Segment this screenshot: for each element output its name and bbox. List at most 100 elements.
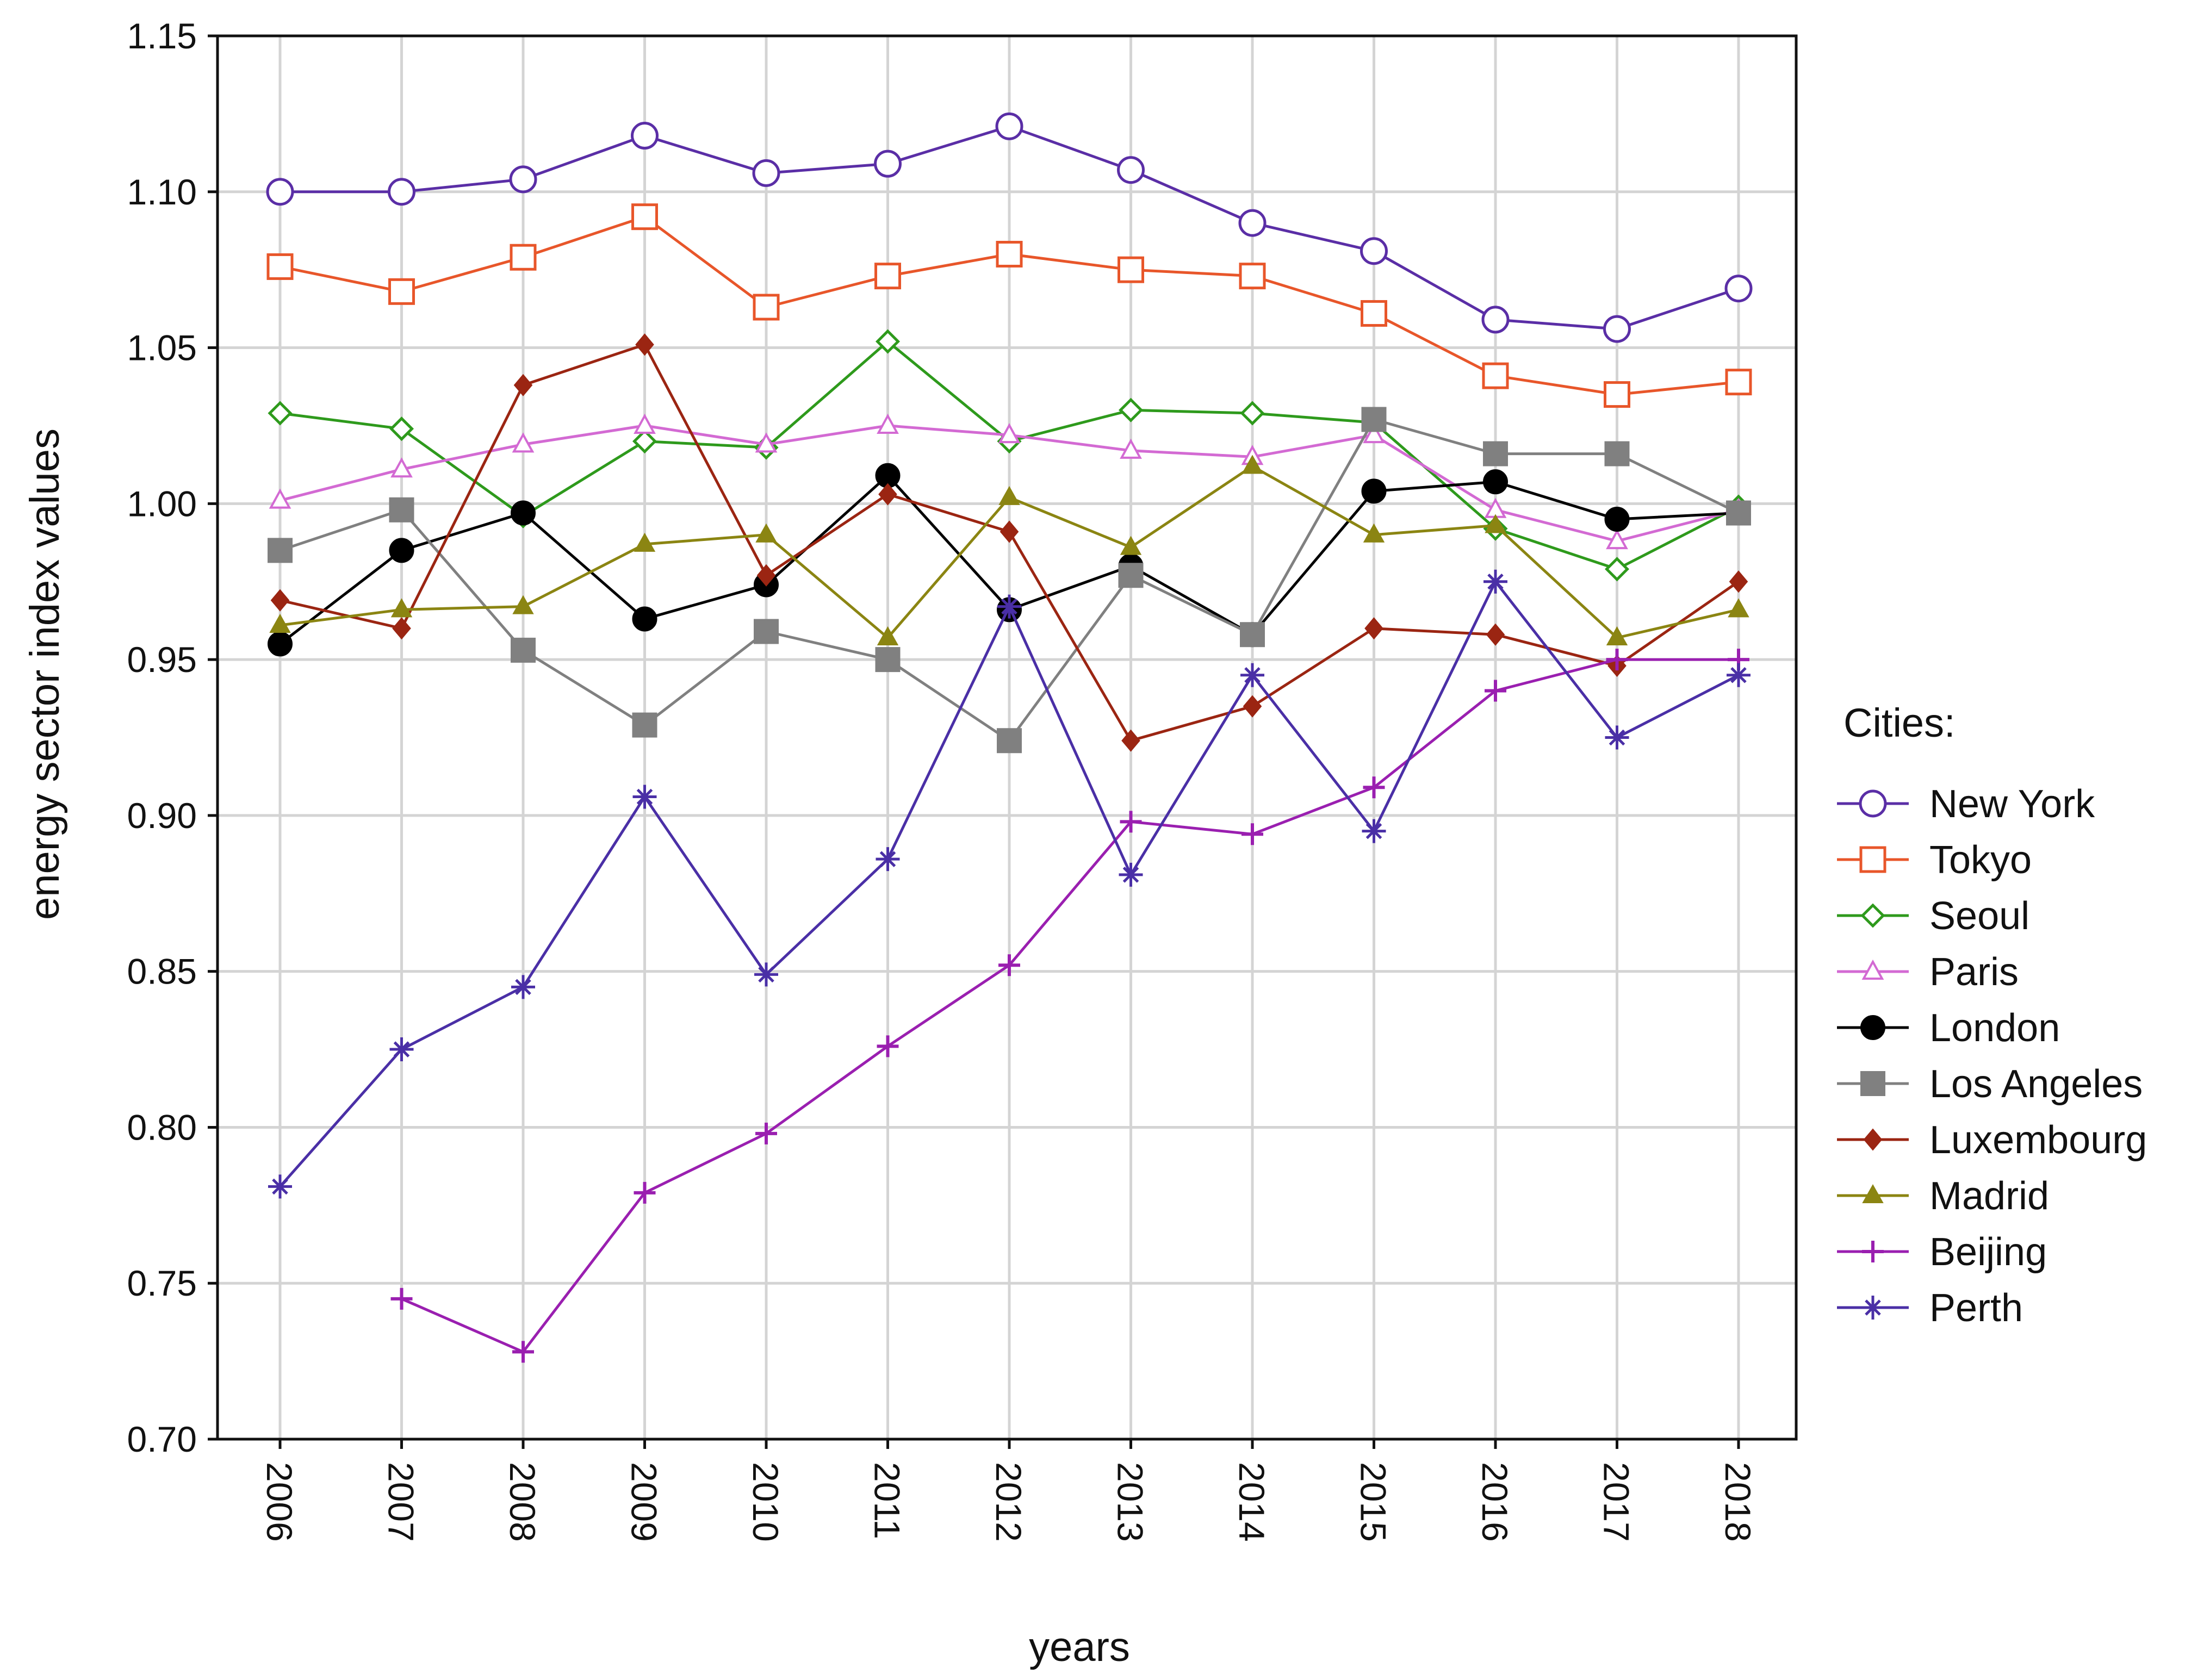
legend-label: Seoul xyxy=(1929,894,2029,938)
data-point-madrid xyxy=(1728,598,1749,618)
series-new-york xyxy=(266,112,1753,343)
data-point-los-angeles xyxy=(997,728,1022,754)
x-axis-title: years xyxy=(1029,1624,1130,1670)
data-point-new-york xyxy=(1724,275,1753,303)
legend-item-seoul: Seoul xyxy=(1837,894,2029,938)
series-tokyo xyxy=(266,203,1752,408)
legend-marker-beijing xyxy=(1862,1241,1884,1262)
data-point-tokyo xyxy=(1482,362,1509,389)
data-point-perth xyxy=(1605,725,1629,750)
legend-item-perth: Perth xyxy=(1837,1286,2023,1330)
y-tick-label: 0.70 xyxy=(127,1419,197,1459)
data-point-tokyo xyxy=(996,240,1023,267)
data-point-new-york xyxy=(752,159,780,187)
legend-marker-tokyo xyxy=(1859,846,1886,873)
data-point-seoul xyxy=(389,416,414,441)
data-point-paris xyxy=(998,422,1021,444)
data-point-madrid xyxy=(755,523,777,543)
data-point-paris xyxy=(512,432,535,453)
data-point-tokyo xyxy=(1361,300,1387,327)
legend-label: Los Angeles xyxy=(1929,1062,2143,1106)
data-point-los-angeles xyxy=(875,647,901,673)
data-point-perth xyxy=(268,1174,292,1199)
data-point-new-york xyxy=(1117,156,1145,184)
data-point-paris xyxy=(755,432,778,453)
legend-marker-perth xyxy=(1861,1296,1885,1320)
y-axis: 0.70 0.75 0.80 0.85 0.90 0.95 1.00 1.05 1.10 1.15 xyxy=(127,16,218,1459)
data-point-los-angeles xyxy=(389,497,414,522)
data-point-los-angeles xyxy=(1118,563,1144,588)
data-point-new-york xyxy=(1360,237,1388,265)
data-point-london xyxy=(1361,478,1387,504)
legend-item-beijing: Beijing xyxy=(1837,1230,2047,1274)
x-tick-label: 2017 xyxy=(1597,1462,1637,1542)
data-point-madrid xyxy=(1485,514,1506,533)
data-point-madrid xyxy=(998,486,1020,505)
legend-title: Cities: xyxy=(1843,700,1956,745)
data-point-perth xyxy=(511,975,535,999)
legend-label: Madrid xyxy=(1929,1174,2049,1218)
data-point-perth xyxy=(876,847,900,872)
x-tick-label: 2018 xyxy=(1718,1462,1758,1542)
data-point-beijing xyxy=(512,1341,534,1363)
series-group xyxy=(266,112,1753,1363)
series-madrid xyxy=(269,455,1749,645)
series-perth xyxy=(268,569,1751,1199)
legend-label: Beijing xyxy=(1929,1230,2047,1274)
x-tick-label: 2009 xyxy=(624,1462,665,1542)
data-point-london xyxy=(632,606,657,632)
data-point-luxembourg xyxy=(1364,617,1383,640)
legend-item-tokyo: Tokyo xyxy=(1837,838,2032,882)
data-point-los-angeles xyxy=(511,637,536,663)
legend-marker-madrid xyxy=(1862,1184,1884,1203)
data-point-beijing xyxy=(634,1181,656,1204)
data-point-paris xyxy=(269,488,291,509)
data-point-new-york xyxy=(1481,306,1510,334)
data-point-perth xyxy=(632,785,657,809)
data-point-los-angeles xyxy=(1361,407,1387,432)
legend-label: Tokyo xyxy=(1929,838,2032,882)
data-point-new-york xyxy=(995,112,1023,140)
data-point-luxembourg xyxy=(513,374,533,396)
data-point-beijing xyxy=(877,1035,899,1057)
data-point-perth xyxy=(1240,663,1264,687)
data-point-luxembourg xyxy=(635,333,654,356)
legend-marker-paris xyxy=(1861,959,1884,980)
y-axis-title: energy sector index values xyxy=(22,428,68,920)
data-point-luxembourg xyxy=(1000,520,1019,543)
data-point-paris xyxy=(390,457,413,478)
data-point-tokyo xyxy=(510,244,537,271)
data-point-luxembourg xyxy=(878,483,897,506)
x-tick-label: 2015 xyxy=(1354,1462,1394,1542)
data-point-seoul xyxy=(632,429,657,454)
data-point-tokyo xyxy=(1118,256,1144,283)
data-point-los-angeles xyxy=(1240,622,1265,648)
legend-marker-los-angeles xyxy=(1860,1071,1885,1096)
data-point-london xyxy=(268,631,293,657)
x-tick-label: 2006 xyxy=(259,1462,300,1542)
x-tick-label: 2014 xyxy=(1232,1462,1272,1542)
y-tick-label: 0.95 xyxy=(127,639,197,680)
data-point-beijing xyxy=(998,954,1020,976)
data-point-beijing xyxy=(1120,811,1142,833)
data-point-beijing xyxy=(755,1122,777,1144)
series-los-angeles xyxy=(268,407,1751,754)
data-point-tokyo xyxy=(1239,263,1266,290)
data-point-madrid xyxy=(877,626,899,645)
legend-label: New York xyxy=(1929,782,2095,826)
data-point-luxembourg xyxy=(392,617,411,640)
legend-marker-london xyxy=(1860,1015,1885,1040)
data-point-tokyo xyxy=(753,294,780,321)
data-point-beijing xyxy=(1363,776,1385,799)
data-point-tokyo xyxy=(388,278,415,305)
x-tick-label: 2013 xyxy=(1110,1462,1151,1542)
data-point-madrid xyxy=(634,532,656,552)
legend-item-london: London xyxy=(1837,1006,2060,1050)
legend-marker-new-york xyxy=(1859,789,1887,818)
series-beijing xyxy=(390,649,1749,1363)
data-point-madrid xyxy=(1606,626,1628,645)
data-point-perth xyxy=(1362,819,1386,843)
data-point-perth xyxy=(1119,862,1143,887)
data-point-seoul xyxy=(268,401,293,426)
